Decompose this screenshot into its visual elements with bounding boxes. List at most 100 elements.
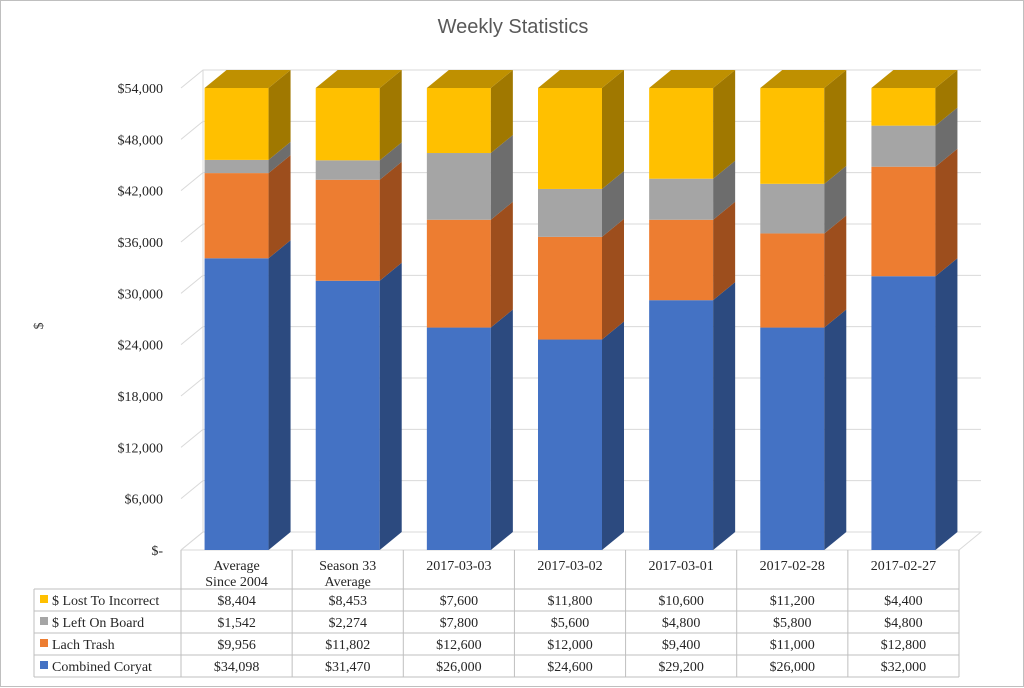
bar-top [649,70,736,88]
bar-front [204,258,269,550]
bar-front [871,166,936,277]
bar-front [760,183,825,234]
data-label: $9,956 [217,638,256,653]
data-label: $7,600 [440,594,479,609]
bar-front [649,178,714,220]
bar-side [268,155,291,259]
bar-top [760,70,847,88]
bar-front [760,233,825,328]
y-tick-label: $12,000 [118,441,164,456]
bar-side [379,142,402,180]
bar-side [379,262,402,550]
bar-front [315,280,380,550]
y-tick-label: $48,000 [118,133,164,148]
bar-segment [315,142,402,180]
bar-front [649,219,714,301]
y-tick-label: $24,000 [118,339,164,354]
bar-segment [538,70,624,189]
bar-front [204,88,269,160]
bar-segment [760,215,847,328]
y-tick-label: $54,000 [118,82,164,97]
bar-side [824,215,847,328]
category-label: 2017-02-27 [871,559,936,574]
y-axis-label: $ [32,323,47,330]
bar-front [315,160,380,180]
bar-segment [538,321,624,550]
bar-side [602,218,624,340]
bar-top [871,70,958,88]
bar-front [760,88,825,184]
bar-front [426,88,491,154]
category-label: 2017-03-02 [537,559,602,574]
bar-segment [871,258,958,550]
chart-title: Weekly Statistics [438,16,589,38]
bar-side [602,170,624,237]
bar-front [871,88,936,126]
y-tick-label: $42,000 [118,185,164,200]
bar-top [204,70,291,88]
bar-front [315,88,380,161]
bars [204,70,958,551]
bar-segment [204,155,291,259]
bar-segment [649,282,736,550]
bar-segment [649,201,736,301]
bar-segment [204,70,291,160]
bar-side [490,309,513,550]
data-label: $4,800 [884,616,923,631]
bar-front [538,188,602,237]
data-label: $11,000 [770,638,815,653]
y-tick-label: $6,000 [125,493,164,508]
data-label: $12,800 [881,638,927,653]
data-label: $5,600 [551,616,590,631]
bar-side [268,141,291,174]
bar-side [602,321,624,550]
category-label: Average [213,559,259,574]
bar-front [871,276,936,550]
bar-side [268,70,291,160]
bar-segment [426,70,513,154]
y-tick-label: $18,000 [118,390,164,405]
bar-front [538,236,602,340]
bar-segment [649,160,736,220]
bar-side [935,107,958,167]
data-label: $9,400 [662,638,701,653]
bar-side [602,70,624,189]
data-label: $5,800 [773,616,812,631]
bar-segment [426,309,513,550]
bar-side [713,70,736,179]
data-label: $2,274 [328,616,367,631]
bar-segment [315,262,402,550]
category-label: 2017-03-01 [648,559,713,574]
y-tick-label: $- [151,544,163,559]
data-label: $8,404 [217,594,256,609]
bar-segment [538,218,624,340]
category-label: Since 2004 [205,575,268,590]
data-label: $8,453 [328,594,367,609]
bar-side [490,70,513,154]
bar-segment [760,165,847,234]
bar-segment [204,240,291,551]
data-label: $11,200 [770,594,815,609]
bar-side [379,161,402,281]
bar-front [426,153,491,220]
legend-key [40,617,48,625]
data-label: $26,000 [770,660,816,675]
bar-front [204,173,269,259]
bar-side [713,282,736,550]
y-tick-label: $30,000 [118,287,164,302]
side-wall [180,70,204,551]
data-label: $34,098 [214,660,260,675]
category-label: 2017-03-03 [426,559,491,574]
bar-front [426,219,491,328]
bar-side [713,201,736,301]
bar-side [935,258,958,550]
bar-segment [760,70,847,184]
data-label: $32,000 [881,660,927,675]
bar-segment [871,107,958,167]
bar-front [204,159,269,174]
data-label: $11,800 [548,594,593,609]
bar-side [713,160,736,220]
